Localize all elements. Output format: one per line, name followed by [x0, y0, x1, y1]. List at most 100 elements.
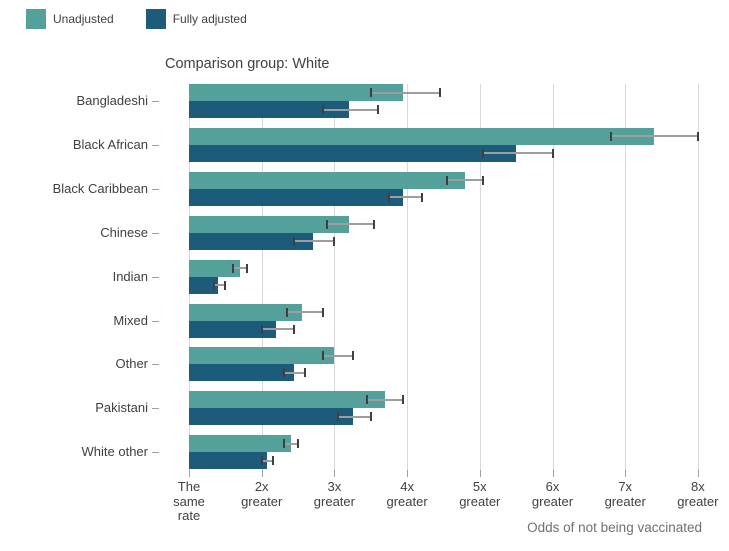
legend: Unadjusted Fully adjusted: [26, 9, 247, 29]
error-bar-cap: [224, 280, 227, 290]
error-bar-cap: [369, 88, 372, 97]
y-axis-category-label: Indian: [112, 268, 148, 284]
error-bar-cap: [482, 175, 485, 185]
x-axis-tick: [189, 470, 190, 477]
error-bar-cap: [696, 131, 699, 141]
error-bar-line: [294, 240, 335, 243]
bar-unadjusted[interactable]: [189, 84, 404, 101]
error-bar-line: [388, 196, 422, 199]
error-bar-cap: [282, 368, 285, 378]
error-bar-cap: [293, 236, 296, 246]
legend-label-fully-adjusted: Fully adjusted: [172, 12, 247, 26]
error-bar-cap: [377, 105, 380, 114]
error-bar-cap: [322, 105, 325, 114]
bar-unadjusted[interactable]: [189, 347, 335, 365]
y-axis-tick: [152, 452, 159, 454]
x-axis-tick-label: 2x greater: [241, 479, 283, 509]
error-bar-line: [323, 354, 353, 357]
error-bar-line: [283, 371, 306, 374]
error-bar-cap: [326, 219, 329, 229]
error-bar-cap: [438, 88, 441, 97]
error-bar-line: [447, 179, 484, 182]
x-axis-tick-label: 5x greater: [459, 479, 501, 509]
legend-item-fully-adjusted[interactable]: Fully adjusted: [145, 9, 247, 29]
y-axis-tick: [152, 364, 159, 366]
error-bar-cap: [213, 280, 216, 290]
y-axis-category-label: Mixed: [113, 312, 148, 328]
error-bar-line: [323, 108, 378, 111]
error-bar-cap: [260, 324, 263, 334]
error-bar-cap: [351, 351, 354, 361]
error-bar-line: [370, 91, 440, 94]
error-bar-cap: [322, 351, 325, 361]
x-axis-tick: [625, 470, 627, 477]
gridline: [261, 84, 263, 470]
y-axis-category-label: White other: [81, 444, 148, 460]
y-axis-category-label: Pakistani: [95, 400, 148, 416]
error-bar-cap: [286, 307, 289, 317]
bar-fully-adjusted[interactable]: [189, 276, 219, 294]
y-axis-tick: [152, 320, 159, 322]
error-bar-cap: [231, 263, 234, 273]
legend-item-unadjusted[interactable]: Unadjusted: [26, 9, 114, 29]
gridline: [479, 84, 481, 470]
bar-unadjusted[interactable]: [189, 303, 302, 321]
y-axis-category-label: Bangladeshi: [76, 93, 148, 108]
error-bar-cap: [609, 131, 612, 141]
error-bar-cap: [337, 412, 340, 422]
y-axis-tick: [152, 408, 159, 410]
bar-fully-adjusted[interactable]: [189, 101, 349, 118]
y-axis-tick: [152, 101, 159, 102]
y-axis-tick: [152, 276, 159, 278]
error-bar-cap: [366, 395, 369, 405]
x-axis-tick-label: 6x greater: [531, 479, 574, 509]
error-bar-cap: [402, 395, 405, 405]
bar-fully-adjusted[interactable]: [189, 452, 267, 470]
error-bar-line: [261, 328, 295, 330]
error-bar-line: [327, 223, 375, 226]
plot-area: [189, 84, 705, 470]
x-axis-tick-label: 3x greater: [313, 479, 355, 509]
error-bar-cap: [293, 324, 296, 334]
error-bar-cap: [551, 148, 554, 158]
gridline: [625, 84, 627, 470]
bar-fully-adjusted[interactable]: [189, 144, 517, 162]
bar-fully-adjusted[interactable]: [189, 188, 404, 206]
error-bar-cap: [446, 175, 449, 185]
bar-unadjusted[interactable]: [189, 391, 386, 409]
x-axis-tick: [552, 470, 554, 477]
x-axis-tick: [407, 470, 409, 477]
error-bar-cap: [387, 192, 390, 202]
bar-unadjusted[interactable]: [189, 215, 349, 233]
error-bar-line: [287, 311, 324, 313]
error-bar-cap: [260, 456, 263, 466]
error-bar-line: [483, 152, 553, 155]
y-axis-tick: [152, 188, 159, 190]
fully-adjusted-swatch-icon: [145, 9, 166, 29]
bar-fully-adjusted[interactable]: [189, 408, 353, 426]
x-axis-tick: [697, 470, 699, 477]
x-axis-tick-label: 8x greater: [677, 479, 719, 509]
error-bar-cap: [297, 439, 300, 449]
error-bar-line: [283, 442, 299, 445]
bar-unadjusted[interactable]: [189, 127, 655, 145]
x-axis-tick: [334, 470, 336, 477]
bar-fully-adjusted[interactable]: [189, 364, 295, 382]
bar-unadjusted[interactable]: [189, 435, 291, 453]
bar-fully-adjusted[interactable]: [189, 320, 277, 338]
x-axis-tick-label: 7x greater: [604, 479, 646, 509]
error-bar-line: [610, 135, 698, 138]
unadjusted-swatch-icon: [26, 9, 46, 29]
bar-unadjusted[interactable]: [189, 259, 240, 277]
gridline: [697, 84, 699, 470]
error-bar-cap: [369, 412, 372, 422]
x-axis-tick: [261, 470, 263, 477]
error-bar-line: [214, 284, 226, 287]
y-axis-tick: [152, 232, 159, 234]
error-bar-cap: [304, 368, 307, 378]
bar-fully-adjusted[interactable]: [189, 232, 313, 250]
bar-unadjusted[interactable]: [189, 171, 466, 189]
chart-title: Comparison group: White: [165, 56, 330, 72]
x-axis-tick-label: The same rate: [173, 479, 205, 523]
